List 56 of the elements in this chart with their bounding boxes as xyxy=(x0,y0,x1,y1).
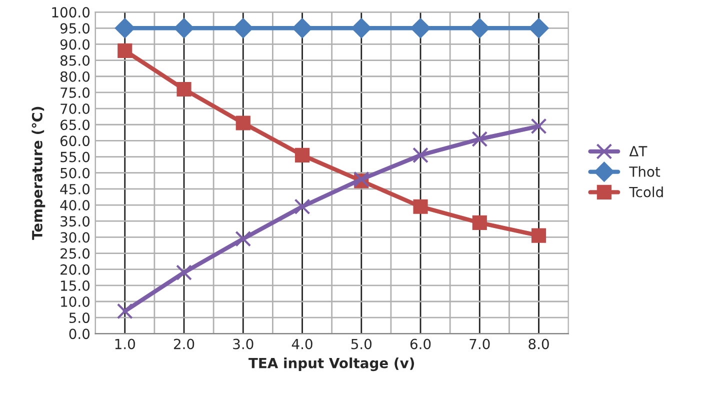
x-tick-label: 8.0 xyxy=(528,338,549,350)
point xyxy=(114,18,135,38)
x-tick-label: 1.0 xyxy=(115,338,135,350)
y-tick-label: 40.0 xyxy=(60,200,90,210)
y-tick-label: 50.0 xyxy=(60,168,90,178)
y-tick-label: 95.0 xyxy=(60,23,90,34)
point xyxy=(233,18,254,38)
x-tick-label: 3.0 xyxy=(233,338,254,350)
point xyxy=(530,118,547,134)
legend-label: ΔT xyxy=(629,146,648,156)
legend-label: Tcold xyxy=(629,186,663,198)
point xyxy=(412,147,428,164)
y-axis-title: Temperature (℃) xyxy=(32,106,46,240)
y-tick-label: 45.0 xyxy=(60,184,90,194)
legend-label: Thot xyxy=(629,166,660,177)
point xyxy=(470,18,490,38)
point xyxy=(116,303,133,320)
y-tick-label: 25.0 xyxy=(60,248,90,259)
point xyxy=(292,18,312,38)
y-tick-label: 35.0 xyxy=(60,216,90,227)
y-tick-label: 10.0 xyxy=(61,296,90,307)
point xyxy=(176,82,192,97)
point xyxy=(472,215,487,230)
point xyxy=(236,116,250,130)
x-tick-label: 5.0 xyxy=(351,338,372,350)
y-tick-label: 0.0 xyxy=(69,328,90,340)
point xyxy=(528,18,549,38)
y-tick-label: 55.0 xyxy=(60,152,90,162)
y-tick-label: 90.0 xyxy=(60,39,90,50)
point xyxy=(118,43,132,58)
point xyxy=(410,18,430,38)
y-tick-label: 15.0 xyxy=(61,280,90,291)
point xyxy=(294,198,310,215)
y-tick-label: 60.0 xyxy=(60,136,90,146)
point xyxy=(235,230,252,247)
x-axis-title: TEA input Voltage (v) xyxy=(248,358,414,372)
x-tick-label: 7.0 xyxy=(470,338,490,350)
point xyxy=(531,228,546,243)
point xyxy=(352,18,372,38)
point xyxy=(294,148,310,162)
y-tick-label: 30.0 xyxy=(60,232,90,243)
x-tick-label: 2.0 xyxy=(174,338,194,350)
point xyxy=(174,18,194,38)
y-tick-label: 5.0 xyxy=(69,312,90,324)
point xyxy=(176,264,192,281)
x-tick-label: 6.0 xyxy=(410,338,431,350)
x-tick-label: 4.0 xyxy=(292,338,312,350)
y-tick-label: 20.0 xyxy=(60,264,90,275)
y-tick-label: 75.0 xyxy=(60,87,90,98)
y-tick-label: 85.0 xyxy=(60,55,90,66)
point xyxy=(472,131,488,148)
y-tick-label: 65.0 xyxy=(60,120,90,130)
point xyxy=(413,199,428,214)
y-tick-label: 70.0 xyxy=(60,104,90,114)
y-tick-label: 100.0 xyxy=(52,7,90,18)
y-tick-label: 80.0 xyxy=(60,71,90,82)
